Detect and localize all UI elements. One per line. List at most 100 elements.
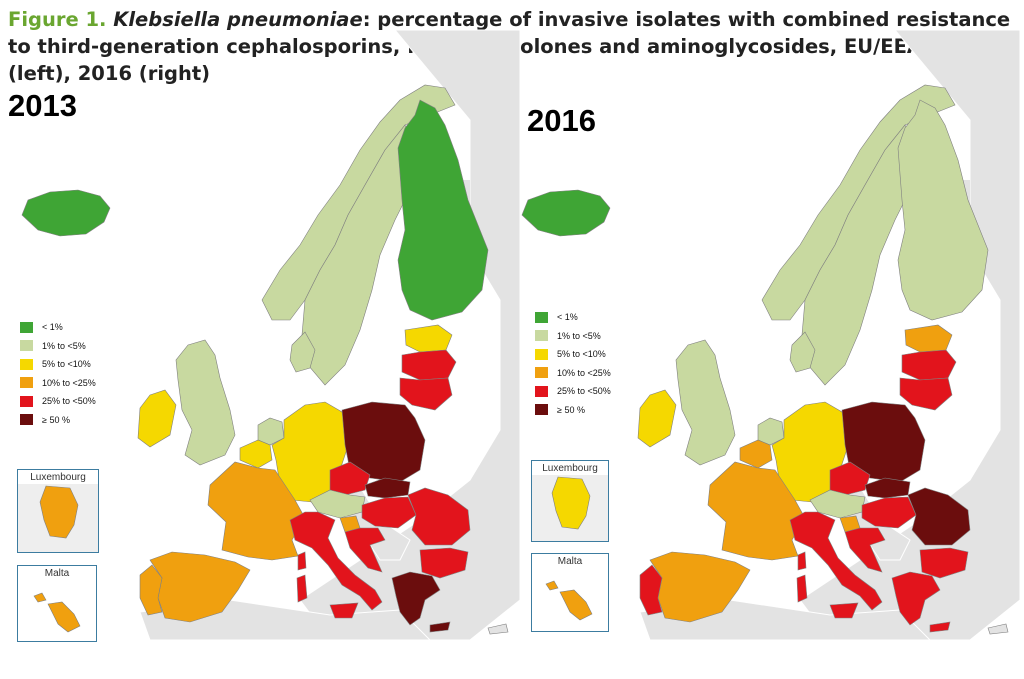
country-romania: [907, 487, 971, 546]
country-iceland: [521, 189, 611, 237]
country-greece: [391, 571, 451, 633]
country-sardinia: [296, 574, 308, 603]
country-italy: [289, 511, 383, 611]
legend-label: 1% to <5%: [557, 330, 601, 341]
legend-item: 25% to <50%: [535, 382, 611, 401]
country-sicily: [829, 602, 859, 619]
legend-label: 10% to <25%: [42, 377, 96, 388]
inset-luxembourg-2016: Luxembourg: [531, 460, 609, 542]
country-slovakia: [364, 477, 411, 499]
inset-title-malta: Malta: [44, 568, 70, 579]
legend-swatch: [535, 330, 548, 342]
country-france: [207, 461, 306, 561]
legend-item: 1% to <5%: [535, 327, 611, 346]
year-label-2016: 2016: [527, 103, 596, 138]
legend-item: ≥ 50 %: [20, 411, 96, 430]
legend-item: 10% to <25%: [20, 374, 96, 393]
legend-swatch: [20, 377, 33, 389]
luxembourg-shape: [532, 475, 608, 541]
map-2016: [521, 29, 1020, 641]
inset-malta-2013: Malta: [17, 565, 97, 642]
species-name: Klebsiella pneumoniae: [113, 8, 363, 31]
country-belgium: [239, 439, 273, 469]
legend-swatch: [535, 385, 548, 397]
legend-item: ≥ 50 %: [535, 401, 611, 420]
legend-swatch: [20, 414, 33, 426]
country-cyprus: [487, 623, 509, 635]
country-finland: [397, 99, 489, 321]
legend-label: ≥ 50 %: [42, 414, 70, 425]
legend-label: 1% to <5%: [42, 340, 86, 351]
country-belgium: [739, 439, 773, 469]
year-label-2013: 2013: [8, 88, 77, 123]
country-croatia: [844, 527, 886, 573]
malta-shape: [545, 580, 593, 621]
country-uk: [175, 339, 236, 466]
country-sicily: [329, 602, 359, 619]
country-estonia: [904, 324, 953, 353]
legend-2013: < 1% 1% to <5% 5% to <10% 10% to <25% 25% to…: [20, 318, 96, 429]
inset-title-luxembourg: Luxembourg: [30, 472, 86, 483]
legend-swatch: [535, 311, 548, 323]
legend-item: 5% to <10%: [535, 345, 611, 364]
legend-item: 10% to <25%: [535, 364, 611, 383]
legend-label: 25% to <50%: [557, 386, 611, 397]
country-portugal: [139, 564, 163, 616]
inset-title-luxembourg: Luxembourg: [542, 463, 598, 474]
country-france: [707, 461, 806, 561]
country-uk: [675, 339, 736, 466]
country-finland: [897, 99, 989, 321]
country-ireland: [137, 389, 177, 448]
legend-label: < 1%: [42, 322, 63, 333]
country-poland: [841, 401, 926, 483]
country-denmark: [789, 331, 816, 373]
inset-malta-2016: Malta: [531, 553, 609, 632]
country-estonia: [404, 324, 453, 353]
country-italy: [789, 511, 883, 611]
country-denmark: [289, 331, 316, 373]
country-latvia: [901, 349, 957, 381]
legend-swatch: [535, 404, 548, 416]
country-sardinia: [796, 574, 808, 603]
country-hungary: [861, 496, 917, 529]
country-cyprus: [987, 623, 1009, 635]
country-portugal: [639, 564, 663, 616]
inset-title-malta: Malta: [557, 556, 583, 567]
legend-swatch: [20, 395, 33, 407]
country-slovakia: [864, 477, 911, 499]
map-2013: [21, 29, 520, 641]
country-poland: [341, 401, 426, 483]
legend-item: < 1%: [20, 318, 96, 337]
country-ireland: [637, 389, 677, 448]
country-iceland: [21, 189, 111, 237]
legend-label: 10% to <25%: [557, 367, 611, 378]
country-bulgaria: [919, 547, 969, 579]
legend-label: 5% to <10%: [557, 349, 606, 360]
country-croatia: [344, 527, 386, 573]
malta-shape: [33, 592, 81, 633]
legend-label: ≥ 50 %: [557, 404, 585, 415]
country-hungary: [361, 496, 417, 529]
legend-item: 1% to <5%: [20, 337, 96, 356]
legend-swatch: [535, 348, 548, 360]
legend-swatch: [20, 358, 33, 370]
inset-luxembourg-2013: Luxembourg: [17, 469, 99, 553]
country-romania: [407, 487, 471, 546]
legend-swatch: [20, 321, 33, 333]
figure-label: Figure 1.: [8, 8, 107, 31]
legend-item: 25% to <50%: [20, 392, 96, 411]
legend-item: < 1%: [535, 308, 611, 327]
country-latvia: [401, 349, 457, 381]
legend-item: 5% to <10%: [20, 355, 96, 374]
country-lithuania: [399, 377, 453, 411]
legend-label: 25% to <50%: [42, 396, 96, 407]
country-bulgaria: [419, 547, 469, 579]
legend-2016: < 1% 1% to <5% 5% to <10% 10% to <25% 25% to…: [535, 308, 611, 419]
country-corsica: [797, 551, 807, 571]
legend-swatch: [535, 367, 548, 379]
legend-swatch: [20, 340, 33, 352]
country-lithuania: [899, 377, 953, 411]
luxembourg-shape: [18, 484, 98, 552]
country-corsica: [297, 551, 307, 571]
country-greece: [891, 571, 951, 633]
